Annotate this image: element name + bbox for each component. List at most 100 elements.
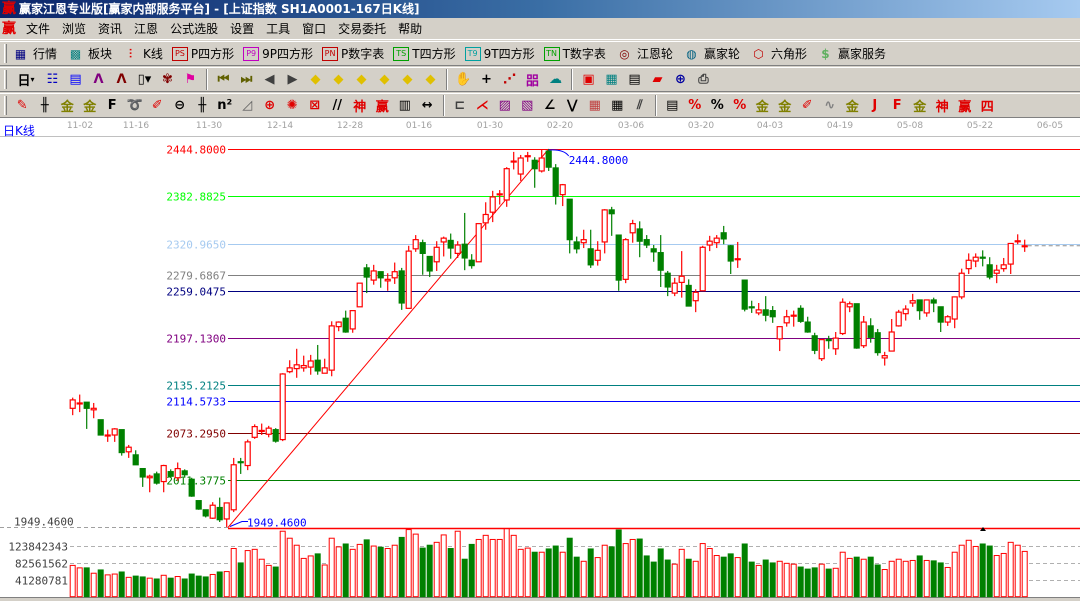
- candle-up[interactable]: [251, 426, 258, 438]
- volume-bar[interactable]: [384, 548, 391, 598]
- volume-bar[interactable]: [1014, 544, 1021, 598]
- volume-bar[interactable]: [223, 571, 230, 598]
- candle-down[interactable]: [188, 478, 195, 497]
- toolbar-button-ts-box[interactable]: TS T四方形: [393, 45, 456, 62]
- volume-bar[interactable]: [307, 555, 314, 598]
- network-icon[interactable]: ⊕: [675, 72, 686, 87]
- volume-bar[interactable]: [461, 558, 468, 598]
- vertical-lines-icon[interactable]: ╫: [40, 98, 49, 113]
- volume-bar[interactable]: [153, 578, 160, 598]
- report-icon[interactable]: ▤: [628, 72, 641, 87]
- notes-icon[interactable]: ▤: [69, 72, 82, 87]
- candle-down[interactable]: [727, 245, 734, 262]
- menu-item[interactable]: 交易委托: [338, 22, 387, 36]
- chart-canvas[interactable]: 2444.8000 2382.8825 2320.9650 2279.6867 2259…: [0, 137, 1080, 598]
- candle-up[interactable]: [69, 399, 76, 409]
- volume-bar[interactable]: [160, 574, 167, 598]
- candle-up[interactable]: [832, 337, 839, 350]
- candle-down[interactable]: [419, 242, 426, 254]
- volume-bar[interactable]: [860, 558, 867, 598]
- candle-up[interactable]: [790, 314, 797, 317]
- candle-down[interactable]: [937, 306, 944, 323]
- candle-down[interactable]: [377, 271, 384, 279]
- wave-icon[interactable]: ∿: [824, 98, 836, 113]
- volume-bar[interactable]: [251, 548, 258, 598]
- candle-down[interactable]: [167, 471, 174, 477]
- crosshair-icon[interactable]: +: [481, 72, 492, 87]
- candle-up[interactable]: [335, 321, 342, 328]
- candle-up[interactable]: [818, 339, 825, 360]
- candle-up[interactable]: [993, 269, 1000, 274]
- candle-up[interactable]: [923, 299, 930, 314]
- candle-down[interactable]: [181, 470, 188, 476]
- candle-up[interactable]: [1021, 245, 1028, 248]
- volume-bar[interactable]: [405, 529, 412, 598]
- candle-down[interactable]: [986, 264, 993, 278]
- volume-bar[interactable]: [195, 575, 202, 598]
- candle-up[interactable]: [965, 259, 972, 270]
- menu-item[interactable]: 设置: [230, 22, 255, 36]
- god-icon[interactable]: 神: [353, 100, 367, 115]
- volume-bar[interactable]: [699, 543, 706, 598]
- candle-down[interactable]: [916, 299, 923, 312]
- candle-down[interactable]: [531, 159, 538, 170]
- candle-down[interactable]: [650, 248, 657, 253]
- line-tool-icon[interactable]: ⋰: [503, 72, 516, 87]
- candle-up[interactable]: [209, 504, 216, 519]
- candle-up[interactable]: [622, 239, 629, 280]
- candle-up[interactable]: [482, 213, 489, 224]
- menu-item[interactable]: 窗口: [302, 22, 327, 36]
- god-angle-icon[interactable]: 神: [935, 100, 949, 115]
- volume-bar[interactable]: [181, 578, 188, 598]
- candle-up[interactable]: [412, 239, 419, 250]
- candle-up[interactable]: [503, 168, 510, 201]
- candle-down[interactable]: [314, 359, 321, 372]
- volume-bar[interactable]: [216, 571, 223, 598]
- candle-up[interactable]: [475, 223, 482, 263]
- volume-bar[interactable]: [202, 576, 209, 598]
- volume-bar[interactable]: [741, 543, 748, 598]
- volume-bar[interactable]: [678, 548, 685, 598]
- period-selector[interactable]: 日 ▾: [11, 69, 41, 90]
- candle-up[interactable]: [1000, 264, 1007, 270]
- first-page-icon[interactable]: ⏮: [217, 72, 230, 87]
- box-tool-icon[interactable]: ⊏: [454, 98, 466, 113]
- n-squared-icon[interactable]: n²: [217, 98, 233, 113]
- volume-bar[interactable]: [573, 556, 580, 598]
- slash-icon[interactable]: //: [332, 98, 343, 113]
- volume-bar[interactable]: [811, 567, 818, 598]
- volume-bar[interactable]: [83, 567, 90, 598]
- volume-bar[interactable]: [832, 567, 839, 598]
- volume-bar[interactable]: [685, 558, 692, 598]
- volume-bar[interactable]: [293, 544, 300, 598]
- volume-bar[interactable]: [972, 545, 979, 598]
- printer-icon[interactable]: ⎙: [698, 72, 709, 87]
- last-page-icon[interactable]: ⏭: [240, 72, 253, 87]
- volume-bar[interactable]: [636, 538, 643, 598]
- candle-up[interactable]: [454, 244, 461, 254]
- volume-bar[interactable]: [559, 551, 566, 598]
- volume-bar[interactable]: [650, 561, 657, 598]
- volume-bar[interactable]: [328, 537, 335, 598]
- candle-up[interactable]: [1014, 240, 1021, 243]
- candle-up[interactable]: [279, 373, 286, 441]
- volume-bar[interactable]: [846, 557, 853, 598]
- candle-up[interactable]: [699, 246, 706, 292]
- volume-bar[interactable]: [594, 557, 601, 598]
- web-icon[interactable]: ✺: [286, 98, 298, 113]
- toolbar-button-ps-box[interactable]: PS P四方形: [171, 45, 234, 62]
- four-angle-icon[interactable]: 四: [980, 100, 994, 115]
- candle-up[interactable]: [944, 316, 951, 323]
- volume-bar[interactable]: [671, 563, 678, 598]
- volume-bar[interactable]: [230, 548, 237, 598]
- candle-up[interactable]: [734, 258, 741, 261]
- candle-down[interactable]: [769, 310, 776, 318]
- volume-bar[interactable]: [818, 563, 825, 598]
- candle-up[interactable]: [111, 428, 118, 436]
- move-left-icon[interactable]: ◆: [310, 72, 321, 87]
- volume-bar[interactable]: [545, 548, 552, 598]
- gold-angle-icon[interactable]: 金: [913, 100, 927, 115]
- volume-bar[interactable]: [146, 577, 153, 598]
- calendar-icon[interactable]: ▣: [582, 72, 595, 87]
- candle-down[interactable]: [825, 339, 832, 342]
